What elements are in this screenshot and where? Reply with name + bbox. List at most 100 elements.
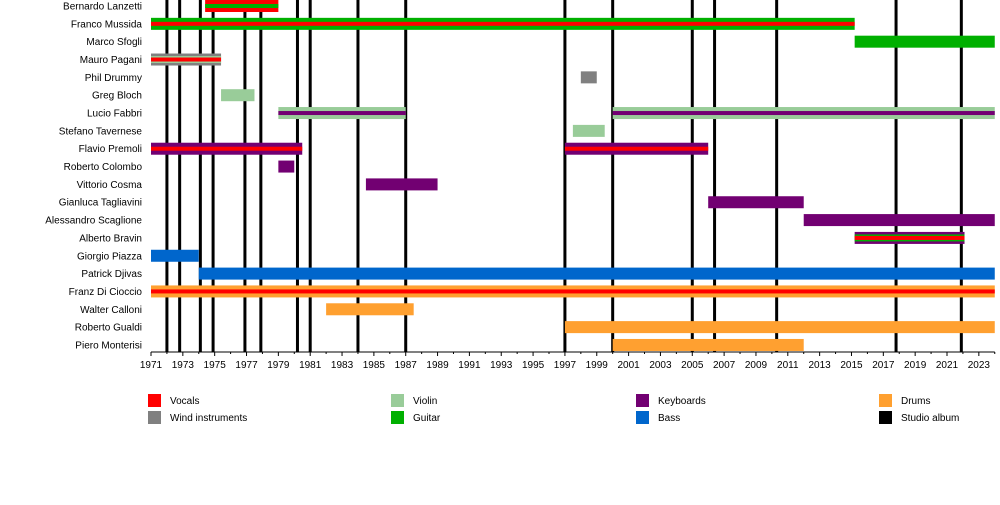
x-tick-label: 2009 [745, 360, 768, 371]
member-bar-keyboards [278, 160, 295, 173]
x-tick-label: 1985 [363, 360, 386, 371]
member-bar-drums [612, 338, 804, 351]
studio-album-line [259, 0, 263, 352]
legend-swatch-violin [391, 394, 404, 407]
x-tick-label: 1997 [554, 360, 577, 371]
member-bars [151, 0, 995, 351]
member-label: Walter Calloni [80, 305, 142, 316]
member-bar-violin [572, 124, 605, 137]
member-bar-guitar [205, 4, 279, 8]
member-label: Mauro Pagani [80, 55, 142, 66]
studio-album-line [775, 0, 779, 352]
legend-swatch-wind [148, 411, 161, 424]
member-label: Roberto Gualdi [75, 323, 142, 334]
x-tick-label: 2017 [872, 360, 895, 371]
x-axis: 1971 1973 1975 1977 1979 1981 1983 1985 1987 1989… [140, 351, 996, 371]
legend-label-vocals: Vocals [170, 396, 199, 407]
studio-album-line [308, 0, 312, 352]
legend: Vocals Wind instruments Violin Guitar Keyboa… [148, 394, 959, 424]
member-label: Vittorio Cosma [77, 180, 143, 191]
legend-swatch-guitar [391, 411, 404, 424]
member-bar-keyboards [278, 111, 406, 116]
x-tick-label: 1989 [426, 360, 449, 371]
studio-album-line [959, 0, 963, 352]
member-label: Giorgio Piazza [77, 251, 142, 262]
member-bar-keyboards [365, 178, 438, 191]
x-tick-label: 2013 [809, 360, 832, 371]
x-tick-label: 1973 [172, 360, 195, 371]
studio-album-line [563, 0, 567, 352]
member-label: Marco Sfogli [86, 37, 142, 48]
x-tick-label: 2023 [968, 360, 991, 371]
member-label: Bernardo Lanzetti [63, 2, 142, 13]
member-label: Franco Mussida [71, 19, 143, 30]
member-label: Flavio Premoli [79, 144, 142, 155]
member-label: Stefano Tavernese [59, 126, 143, 137]
x-tick-label: 1977 [235, 360, 258, 371]
legend-swatch-vocals [148, 394, 161, 407]
x-tick-label: 2007 [713, 360, 736, 371]
legend-swatch-keyboards [636, 394, 649, 407]
member-label: Piero Monterisi [75, 340, 142, 351]
legend-label-wind: Wind instruments [170, 413, 247, 424]
studio-album-lines [165, 0, 963, 352]
member-bar-wind [580, 71, 597, 84]
member-label: Greg Bloch [92, 91, 142, 102]
studio-album-line [356, 0, 360, 352]
member-bar-keyboards [803, 214, 995, 227]
legend-swatch-bass [636, 411, 649, 424]
member-label: Phil Drummy [85, 73, 142, 84]
x-tick-label: 2001 [617, 360, 640, 371]
member-bar-drums [564, 321, 995, 334]
member-bar-bass [151, 249, 199, 262]
member-bar-vocals [151, 289, 995, 294]
x-tick-label: 2019 [904, 360, 927, 371]
member-bar-bass [198, 267, 995, 280]
studio-album-line [178, 0, 182, 352]
studio-album-line [611, 0, 615, 352]
x-tick-label: 1991 [458, 360, 481, 371]
member-bar-drums [326, 303, 414, 316]
member-label: Roberto Colombo [64, 162, 143, 173]
member-label: Franz Di Cioccio [69, 287, 143, 298]
studio-album-line [211, 0, 215, 352]
member-labels: Bernardo Lanzetti Franco Mussida Marco Sfo… [45, 2, 142, 352]
studio-album-line [713, 0, 717, 352]
member-bar-vocals [151, 21, 855, 26]
legend-label-drums: Drums [901, 396, 930, 407]
x-tick-label: 1983 [331, 360, 354, 371]
member-bar-keyboards [708, 196, 804, 209]
legend-label-bass: Bass [658, 413, 680, 424]
studio-album-line [295, 0, 299, 352]
x-tick-label: 2011 [777, 360, 799, 371]
legend-label-studio: Studio album [901, 413, 959, 424]
studio-album-line [690, 0, 694, 352]
studio-album-line [404, 0, 408, 352]
member-label: Patrick Djivas [81, 269, 142, 280]
studio-album-line [198, 0, 202, 352]
member-label: Lucio Fabbri [87, 109, 142, 120]
member-bar-vocals [151, 57, 222, 62]
x-tick-label: 1971 [140, 360, 163, 371]
legend-label-guitar: Guitar [413, 413, 441, 424]
member-label: Alberto Bravin [79, 233, 142, 244]
x-tick-label: 2003 [649, 360, 672, 371]
x-tick-label: 1975 [204, 360, 227, 371]
member-label: Alessandro Scaglione [45, 216, 142, 227]
x-tick-label: 1987 [395, 360, 418, 371]
x-tick-label: 2005 [681, 360, 704, 371]
studio-album-line [243, 0, 247, 352]
studio-album-line [165, 0, 169, 352]
x-tick-label: 2021 [936, 360, 959, 371]
legend-label-keyboards: Keyboards [658, 396, 706, 407]
studio-album-line [894, 0, 898, 352]
x-tick-label: 1993 [490, 360, 513, 371]
member-bar-vocals [854, 235, 965, 240]
member-label: Gianluca Tagliavini [59, 198, 142, 209]
member-bar-guitar [854, 35, 995, 48]
legend-swatch-studio [879, 411, 892, 424]
x-tick-label: 1999 [586, 360, 609, 371]
x-tick-label: 2015 [840, 360, 863, 371]
legend-swatch-drums [879, 394, 892, 407]
